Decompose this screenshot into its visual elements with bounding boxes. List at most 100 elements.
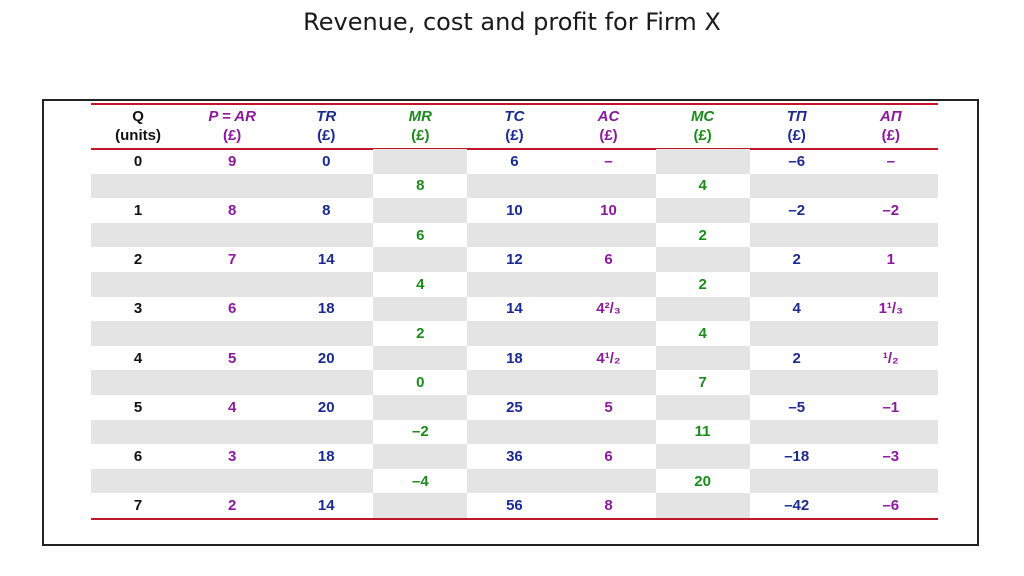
header-ac-unit: (£) — [599, 127, 618, 144]
cell-q: 0 — [133, 152, 143, 170]
cell-tc: 10 — [506, 201, 523, 219]
cell-ap — [843, 222, 938, 248]
cell-tc — [467, 419, 562, 445]
header-q-label: Q — [132, 108, 144, 125]
cell-p — [185, 419, 280, 445]
cell-q: 6 — [133, 447, 143, 465]
cell-tr — [279, 222, 374, 248]
cell-p: 7 — [227, 251, 237, 269]
cell-tr: 18 — [317, 447, 335, 465]
slide-title: Revenue, cost and profit for Firm X — [303, 8, 721, 36]
cell-ap: 1¹/₃ — [878, 300, 904, 318]
cell-tr: 8 — [322, 201, 331, 219]
header-tr-unit: (£) — [317, 127, 336, 144]
cell-mr — [373, 296, 468, 322]
cell-ap: –2 — [882, 201, 900, 219]
cell-mc — [655, 444, 750, 469]
cell-tr: 20 — [317, 398, 335, 416]
cell-q — [91, 468, 186, 494]
cell-tr: 14 — [317, 251, 335, 269]
header-ac-label: AC — [597, 108, 620, 125]
header-tc-unit: (£) — [505, 127, 524, 144]
header-q-unit: (units) — [115, 127, 161, 144]
cell-p: 4 — [227, 398, 237, 416]
bottom-rule — [91, 518, 938, 520]
cell-tp: 2 — [792, 251, 801, 269]
cell-p: 9 — [227, 152, 237, 170]
cell-p — [185, 370, 280, 395]
cell-mr — [373, 493, 468, 518]
cell-q — [91, 222, 186, 248]
cell-tc: 14 — [506, 300, 523, 318]
table-frame — [42, 99, 979, 546]
cell-tp — [749, 222, 844, 248]
cell-mr: –4 — [411, 472, 429, 490]
cell-ac — [561, 271, 656, 297]
cell-mr: 8 — [416, 177, 425, 195]
cell-ap — [843, 321, 938, 346]
cell-tp — [749, 173, 844, 199]
header-tp: TΠ (£) — [750, 103, 844, 149]
header-row: Q (units) P = AR (£) TR (£) MR (£) TC (£) AC (… — [91, 103, 938, 149]
cell-ap — [843, 271, 938, 297]
cell-ap: – — [886, 152, 895, 170]
header-tc: TC (£) — [467, 103, 561, 149]
cell-tc — [467, 468, 562, 494]
cell-mc — [655, 198, 750, 223]
cell-mc: 7 — [698, 374, 707, 392]
cell-mr — [373, 444, 468, 469]
header-tp-label: TΠ — [786, 108, 807, 125]
cell-mr — [373, 198, 468, 223]
cell-tr: 14 — [317, 497, 335, 515]
cell-ap — [843, 468, 938, 494]
cell-q: 1 — [133, 201, 143, 219]
cell-tp: –5 — [788, 398, 806, 416]
cell-tr — [279, 468, 374, 494]
header-ac: AC (£) — [561, 103, 655, 149]
cell-p — [185, 321, 280, 346]
header-p-label: P = AR — [208, 108, 256, 125]
cell-tc: 36 — [506, 447, 523, 465]
cell-tr: 0 — [322, 152, 331, 170]
cell-mc — [655, 247, 750, 272]
cell-q — [91, 419, 186, 445]
marginal-row: –2 11 — [91, 419, 938, 445]
cell-q — [91, 321, 186, 346]
cell-ac — [561, 173, 656, 199]
cell-ap: ¹/₂ — [882, 349, 899, 367]
cell-tc: 12 — [506, 251, 523, 269]
header-ap-label: AΠ — [879, 108, 902, 125]
cell-tp: 4 — [792, 300, 801, 318]
header-p-unit: (£) — [222, 127, 242, 144]
header-mr: MR (£) — [373, 103, 467, 149]
cell-p: 5 — [227, 349, 237, 367]
cell-mc: 4 — [698, 177, 707, 195]
cell-q: 5 — [133, 398, 143, 416]
cell-tc — [467, 321, 562, 346]
cell-tr: 20 — [317, 349, 335, 367]
cell-p — [185, 222, 280, 248]
cell-tc — [467, 271, 562, 297]
cell-mr: 4 — [416, 275, 425, 293]
cell-p — [185, 173, 280, 199]
header-ap-unit: (£) — [881, 127, 900, 144]
cell-mc: 2 — [698, 226, 707, 244]
cell-tp — [749, 468, 844, 494]
header-mr-unit: (£) — [411, 127, 430, 144]
cell-p: 8 — [227, 201, 237, 219]
cell-mc — [655, 345, 750, 371]
cell-mr: 2 — [416, 324, 425, 342]
cell-tr — [279, 271, 374, 297]
data-table: Q (units) P = AR (£) TR (£) MR (£) TC (£) AC (… — [91, 103, 938, 518]
cell-mr — [373, 247, 468, 272]
cell-q: 2 — [133, 251, 143, 269]
cell-p: 3 — [227, 447, 237, 465]
cell-ac: 5 — [604, 398, 613, 416]
cell-q — [91, 370, 186, 395]
header-rule — [91, 148, 938, 150]
cell-mr: 6 — [416, 226, 425, 244]
cell-tp — [749, 419, 844, 445]
cell-tp — [749, 271, 844, 297]
